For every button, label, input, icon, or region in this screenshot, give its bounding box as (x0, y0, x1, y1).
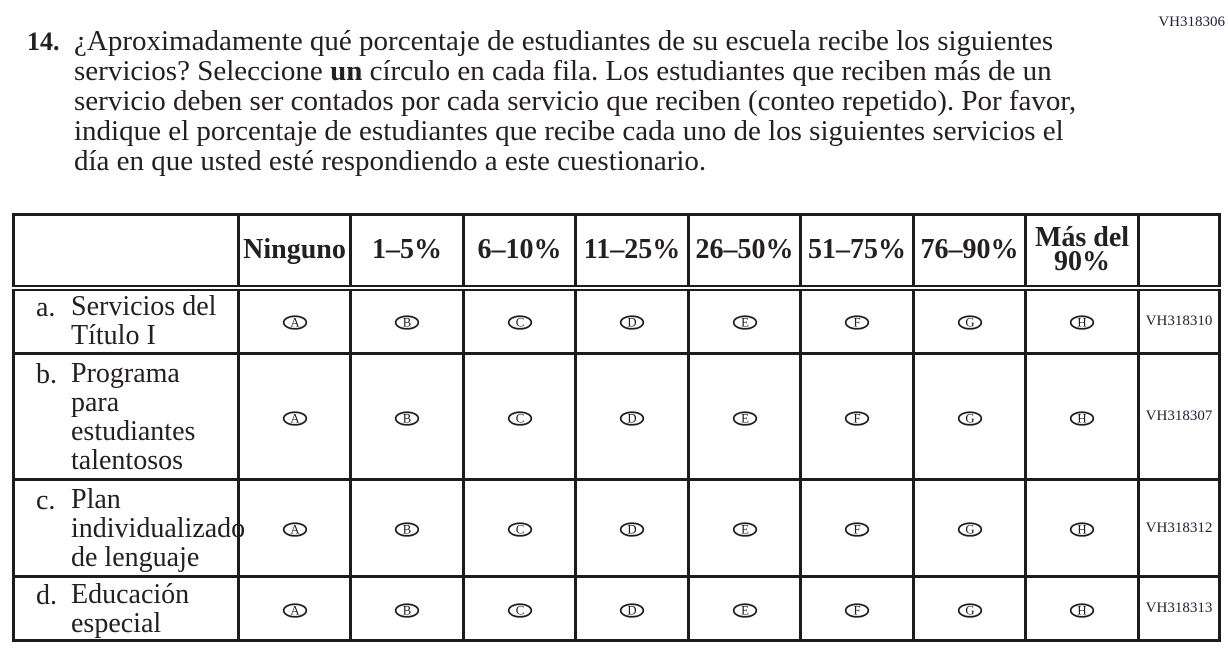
svg-text:F: F (853, 411, 860, 425)
svg-text:H: H (1077, 603, 1086, 617)
svg-text:E: E (741, 316, 749, 330)
svg-text:A: A (290, 523, 300, 537)
svg-text:F: F (853, 523, 860, 537)
svg-text:H: H (1077, 523, 1086, 537)
svg-text:C: C (515, 411, 524, 425)
svg-text:G: G (965, 523, 974, 537)
svg-text:D: D (627, 523, 636, 537)
svg-text:D: D (627, 603, 636, 617)
svg-text:A: A (290, 316, 300, 330)
svg-text:H: H (1077, 316, 1086, 330)
svg-text:B: B (403, 316, 412, 330)
svg-text:D: D (627, 316, 636, 330)
svg-text:E: E (741, 603, 749, 617)
svg-text:E: E (741, 523, 749, 537)
svg-text:G: G (965, 603, 974, 617)
svg-text:G: G (965, 411, 974, 425)
svg-text:C: C (515, 603, 524, 617)
svg-text:F: F (853, 316, 860, 330)
svg-text:B: B (403, 411, 412, 425)
svg-text:A: A (290, 411, 300, 425)
svg-text:F: F (853, 603, 860, 617)
svg-text:A: A (290, 603, 300, 617)
svg-text:C: C (515, 316, 524, 330)
svg-text:E: E (741, 411, 749, 425)
svg-text:D: D (627, 411, 636, 425)
svg-text:G: G (965, 316, 974, 330)
svg-text:B: B (403, 603, 412, 617)
svg-text:B: B (403, 523, 412, 537)
svg-text:C: C (515, 523, 524, 537)
svg-text:H: H (1077, 411, 1086, 425)
